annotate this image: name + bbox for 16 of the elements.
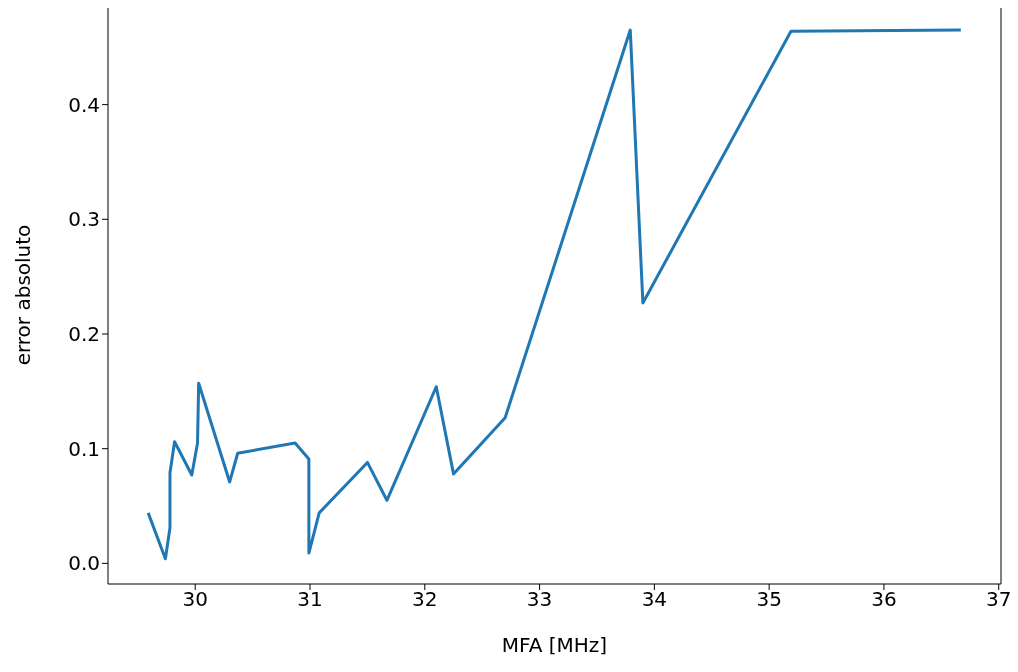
y-tick-label: 0.2 [68, 322, 100, 347]
x-tick-label: 30 [182, 587, 208, 612]
x-tick-label: 37 [985, 587, 1012, 612]
y-tick-label: 0.4 [68, 92, 100, 117]
line-series [146, 28, 963, 561]
x-tick-label: 36 [871, 587, 897, 612]
y-tick-label: 0.1 [68, 436, 100, 461]
y-tick-label: 0.3 [68, 207, 100, 232]
x-tick-label: 33 [526, 587, 553, 612]
x-tick-label: 34 [641, 587, 668, 612]
x-tick-label: 31 [297, 587, 323, 612]
y-axis-title: error absoluto [11, 224, 35, 366]
x-tick-label: 32 [412, 587, 438, 612]
x-axis-title: MFA [MHz] [501, 633, 608, 657]
y-tick-label: 0.0 [68, 551, 100, 576]
x-tick-label: 35 [756, 587, 782, 612]
